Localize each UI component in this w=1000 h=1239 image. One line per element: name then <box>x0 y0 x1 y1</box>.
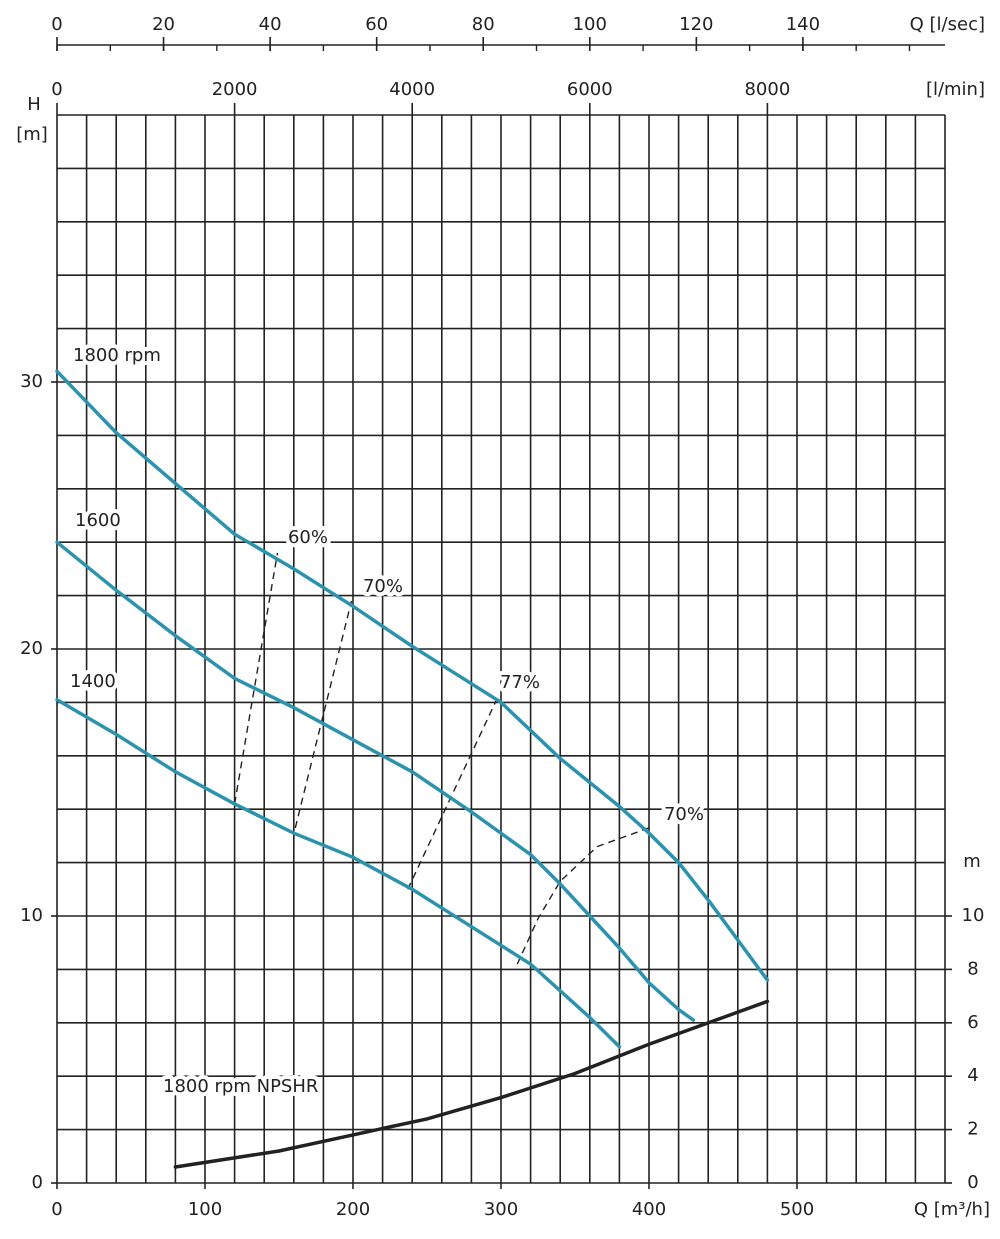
x-tick-label: 500 <box>780 1199 814 1220</box>
top-tick-label: 100 <box>573 14 607 35</box>
efficiency-line <box>294 600 353 829</box>
efficiency-label: 60% <box>288 527 328 548</box>
x-tick-label: 100 <box>188 1199 222 1220</box>
efficiency-label: 70% <box>664 804 704 825</box>
y2-axis-label: m <box>963 851 981 872</box>
top-tick-label: 140 <box>786 14 820 35</box>
curve <box>55 540 696 1022</box>
x-tick-label: 200 <box>336 1199 370 1220</box>
y-axis-unit: [m] <box>16 124 48 145</box>
y-tick-label: 30 <box>20 371 43 392</box>
curve <box>55 697 622 1049</box>
x-tick-label: 400 <box>632 1199 666 1220</box>
curve-label: 1800 rpm NPSHR <box>163 1076 318 1097</box>
x-tick-label: 0 <box>51 1199 62 1220</box>
x-axis-label: Q [m³/h] <box>914 1199 990 1220</box>
top-axis-label: Q [l/sec] <box>910 14 985 35</box>
y-tick-label: 0 <box>32 1172 43 1193</box>
top-tick-label: 80 <box>472 14 495 35</box>
y2-tick-label: 10 <box>962 905 985 926</box>
top-axis-label: [l/min] <box>926 79 985 100</box>
top-tick-label: 120 <box>679 14 713 35</box>
top-tick-label: 0 <box>51 14 62 35</box>
y2-tick-label: 0 <box>967 1172 978 1193</box>
y2-tick-label: 2 <box>967 1119 978 1140</box>
x-tick-label: 300 <box>484 1199 518 1220</box>
top-tick-label: 0 <box>51 79 62 100</box>
y2-tick-label: 4 <box>967 1065 978 1086</box>
efficiency-label: 70% <box>363 576 403 597</box>
curve-label: 1800 rpm <box>73 345 161 366</box>
curve <box>55 369 770 982</box>
y-tick-label: 20 <box>20 638 43 659</box>
y-tick-label: 10 <box>20 905 43 926</box>
curve <box>173 999 770 1169</box>
y2-tick-label: 8 <box>967 958 978 979</box>
curve-label: 1400 <box>70 671 116 692</box>
efficiency-line <box>407 699 498 890</box>
top-tick-label: 2000 <box>212 79 258 100</box>
top-tick-label: 40 <box>259 14 282 35</box>
top-tick-label: 4000 <box>389 79 435 100</box>
top-tick-label: 20 <box>152 14 175 35</box>
top-tick-label: 60 <box>365 14 388 35</box>
efficiency-line <box>516 827 650 965</box>
efficiency-label: 77% <box>500 672 540 693</box>
curve-label: 1600 <box>75 510 121 531</box>
y2-tick-label: 6 <box>967 1012 978 1033</box>
y-axis-label: H <box>27 94 41 115</box>
top-tick-label: 6000 <box>567 79 613 100</box>
top-tick-label: 8000 <box>744 79 790 100</box>
efficiency-line <box>233 552 279 805</box>
